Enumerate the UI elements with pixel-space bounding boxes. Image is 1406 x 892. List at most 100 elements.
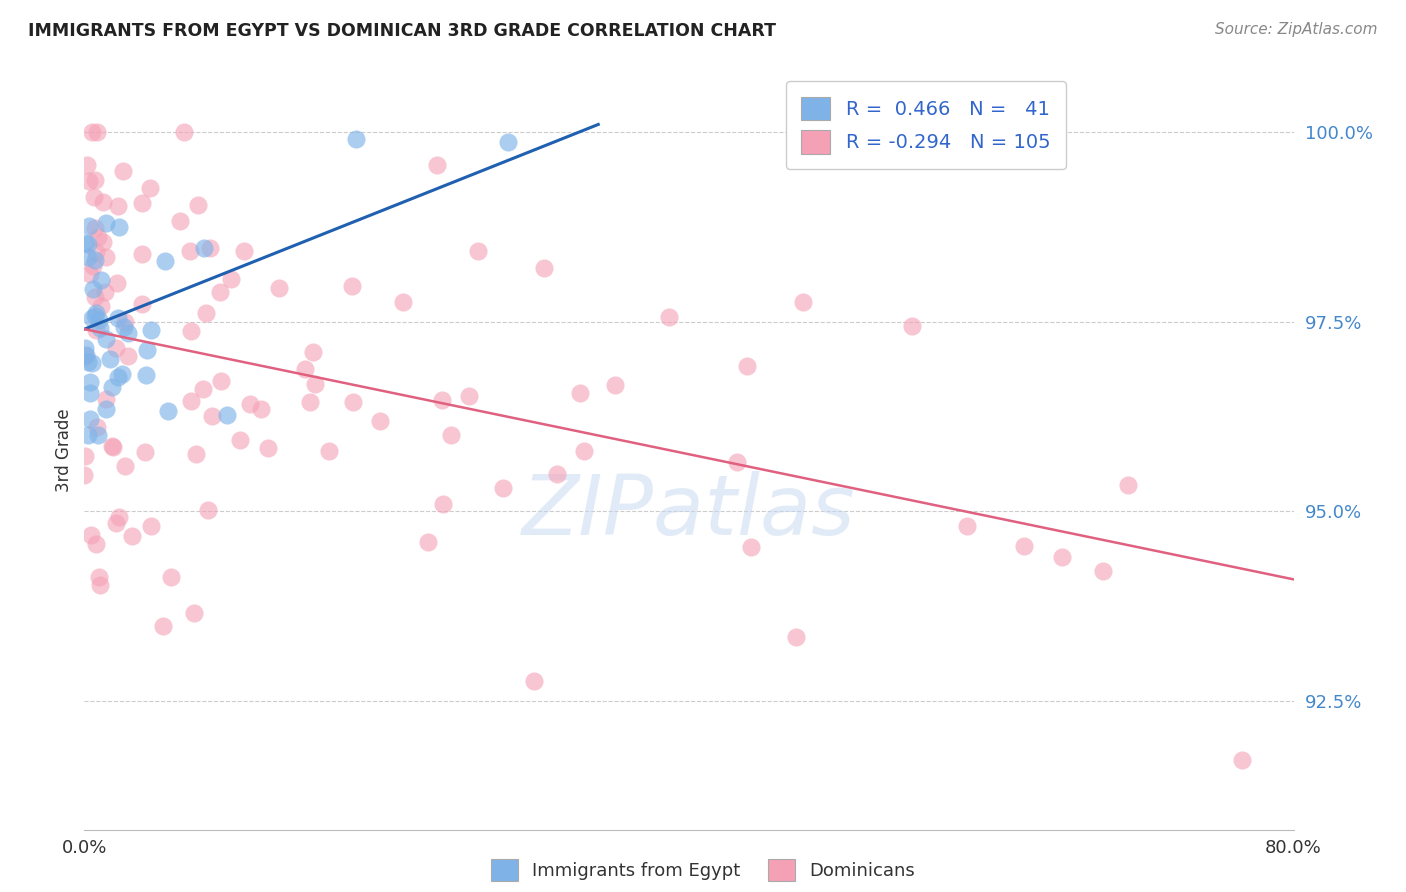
Point xyxy=(160,570,183,584)
Point xyxy=(83,190,105,204)
Point xyxy=(572,443,595,458)
Point xyxy=(169,214,191,228)
Point xyxy=(430,392,453,407)
Point xyxy=(294,362,316,376)
Point xyxy=(87,312,110,326)
Point xyxy=(79,219,101,233)
Point xyxy=(569,386,592,401)
Point xyxy=(215,409,238,423)
Point xyxy=(94,216,117,230)
Point xyxy=(467,244,489,258)
Point xyxy=(86,229,108,244)
Point xyxy=(107,199,129,213)
Point xyxy=(112,163,135,178)
Point xyxy=(198,241,221,255)
Point xyxy=(546,467,568,482)
Point xyxy=(86,537,108,551)
Point xyxy=(77,354,100,368)
Point xyxy=(256,441,278,455)
Point xyxy=(84,172,107,186)
Point xyxy=(173,125,195,139)
Point xyxy=(77,428,100,442)
Point xyxy=(131,247,153,261)
Point xyxy=(183,606,205,620)
Point xyxy=(141,323,163,337)
Point xyxy=(1116,478,1139,492)
Point xyxy=(111,367,134,381)
Point xyxy=(523,674,546,689)
Point xyxy=(458,388,481,402)
Point xyxy=(658,310,681,325)
Point xyxy=(392,294,415,309)
Point xyxy=(135,368,157,382)
Legend: Immigrants from Egypt, Dominicans: Immigrants from Egypt, Dominicans xyxy=(484,852,922,888)
Text: Source: ZipAtlas.com: Source: ZipAtlas.com xyxy=(1215,22,1378,37)
Point xyxy=(86,419,108,434)
Point xyxy=(131,297,153,311)
Point xyxy=(86,125,108,139)
Point xyxy=(416,535,439,549)
Point xyxy=(79,375,101,389)
Point xyxy=(153,254,176,268)
Point xyxy=(79,411,101,425)
Point xyxy=(79,267,101,281)
Point xyxy=(86,428,108,442)
Point xyxy=(187,198,209,212)
Point xyxy=(73,341,96,355)
Point xyxy=(740,541,762,555)
Point xyxy=(180,324,202,338)
Point xyxy=(180,393,202,408)
Point xyxy=(156,404,179,418)
Point xyxy=(440,428,463,442)
Text: ZIPatlas: ZIPatlas xyxy=(522,471,856,551)
Text: IMMIGRANTS FROM EGYPT VS DOMINICAN 3RD GRADE CORRELATION CHART: IMMIGRANTS FROM EGYPT VS DOMINICAN 3RD G… xyxy=(28,22,776,40)
Point xyxy=(84,220,107,235)
Point xyxy=(201,409,224,423)
Point xyxy=(93,194,115,209)
Point xyxy=(432,497,454,511)
Point xyxy=(82,259,104,273)
Point xyxy=(249,401,271,416)
Point xyxy=(232,244,254,259)
Point xyxy=(195,306,218,320)
Point xyxy=(112,319,135,334)
Point xyxy=(107,370,129,384)
Point xyxy=(139,180,162,194)
Point xyxy=(179,244,201,259)
Point xyxy=(725,455,748,469)
Point xyxy=(76,250,98,264)
Point xyxy=(426,157,449,171)
Point xyxy=(77,174,100,188)
Point xyxy=(152,618,174,632)
Point xyxy=(75,449,97,463)
Point xyxy=(193,382,215,396)
Point xyxy=(134,445,156,459)
Point xyxy=(84,252,107,267)
Point xyxy=(1230,753,1253,767)
Point xyxy=(131,195,153,210)
Point xyxy=(73,468,96,483)
Point xyxy=(121,529,143,543)
Point xyxy=(139,519,162,533)
Point xyxy=(87,570,110,584)
Point xyxy=(90,299,112,313)
Point xyxy=(342,395,364,409)
Point xyxy=(492,481,515,495)
Point xyxy=(184,447,207,461)
Point xyxy=(80,528,103,542)
Point xyxy=(267,281,290,295)
Point xyxy=(103,440,125,454)
Point xyxy=(84,306,107,320)
Point xyxy=(77,237,100,252)
Point xyxy=(89,578,111,592)
Point xyxy=(82,282,104,296)
Point xyxy=(209,374,232,388)
Point xyxy=(96,392,118,406)
Point xyxy=(108,219,131,234)
Point xyxy=(735,359,758,373)
Point xyxy=(76,158,98,172)
Point xyxy=(73,349,96,363)
Point xyxy=(370,414,392,428)
Point xyxy=(84,309,107,323)
Point xyxy=(79,386,101,401)
